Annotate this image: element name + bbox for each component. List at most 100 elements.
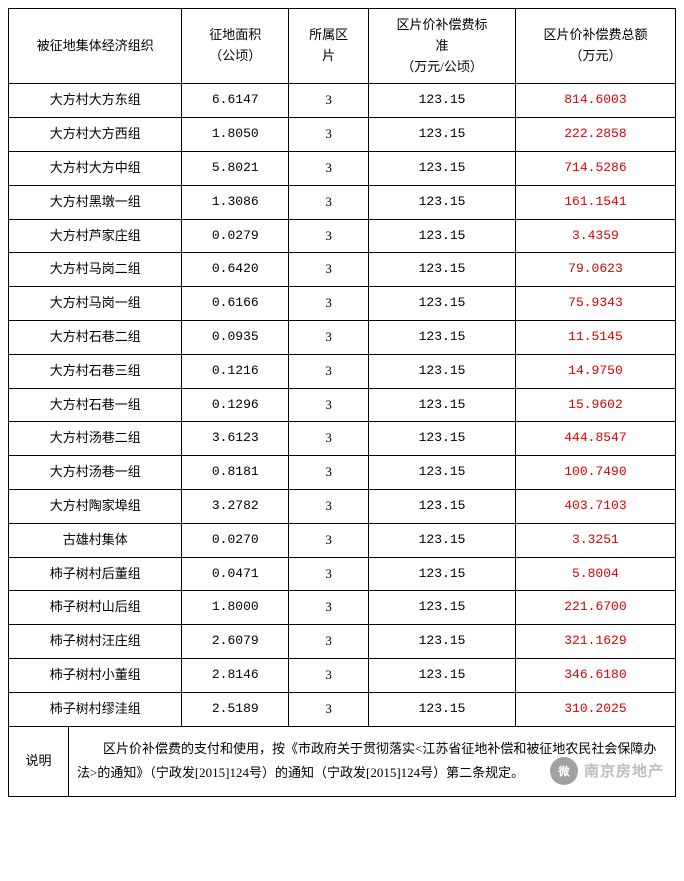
cell-total: 5.8004 <box>515 557 675 591</box>
header-zone: 所属区片 <box>289 9 369 84</box>
cell-zone: 3 <box>289 151 369 185</box>
cell-total: 346.6180 <box>515 658 675 692</box>
table-row: 大方村石巷一组0.12963123.1515.9602 <box>9 388 676 422</box>
cell-org: 柿子树村小董组 <box>9 658 182 692</box>
cell-area: 5.8021 <box>182 151 289 185</box>
cell-area: 2.6079 <box>182 625 289 659</box>
cell-rate: 123.15 <box>369 118 516 152</box>
cell-total: 79.0623 <box>515 253 675 287</box>
cell-area: 0.0471 <box>182 557 289 591</box>
table-row: 古雄村集体0.02703123.153.3251 <box>9 523 676 557</box>
table-row: 大方村大方中组5.80213123.15714.5286 <box>9 151 676 185</box>
cell-rate: 123.15 <box>369 84 516 118</box>
cell-total: 3.4359 <box>515 219 675 253</box>
cell-rate: 123.15 <box>369 354 516 388</box>
cell-area: 6.6147 <box>182 84 289 118</box>
cell-total: 814.6003 <box>515 84 675 118</box>
cell-rate: 123.15 <box>369 625 516 659</box>
cell-zone: 3 <box>289 591 369 625</box>
cell-zone: 3 <box>289 557 369 591</box>
table-row: 大方村芦家庄组0.02793123.153.4359 <box>9 219 676 253</box>
cell-total: 75.9343 <box>515 287 675 321</box>
table-row: 柿子树村后董组0.04713123.155.8004 <box>9 557 676 591</box>
cell-total: 15.9602 <box>515 388 675 422</box>
cell-area: 0.6166 <box>182 287 289 321</box>
cell-zone: 3 <box>289 422 369 456</box>
cell-area: 1.8050 <box>182 118 289 152</box>
header-total: 区片价补偿费总额（万元） <box>515 9 675 84</box>
cell-rate: 123.15 <box>369 219 516 253</box>
cell-org: 柿子树村汪庄组 <box>9 625 182 659</box>
table-row: 大方村大方西组1.80503123.15222.2858 <box>9 118 676 152</box>
cell-area: 0.6420 <box>182 253 289 287</box>
table-row: 柿子树村小董组2.81463123.15346.6180 <box>9 658 676 692</box>
cell-org: 大方村陶家埠组 <box>9 489 182 523</box>
cell-org: 大方村石巷三组 <box>9 354 182 388</box>
table-row: 大方村大方东组6.61473123.15814.6003 <box>9 84 676 118</box>
table-row: 大方村石巷二组0.09353123.1511.5145 <box>9 320 676 354</box>
cell-org: 大方村石巷二组 <box>9 320 182 354</box>
table-row: 柿子树村汪庄组2.60793123.15321.1629 <box>9 625 676 659</box>
cell-org: 大方村石巷一组 <box>9 388 182 422</box>
cell-total: 3.3251 <box>515 523 675 557</box>
cell-total: 444.8547 <box>515 422 675 456</box>
cell-area: 0.1296 <box>182 388 289 422</box>
cell-area: 1.3086 <box>182 185 289 219</box>
cell-area: 0.0279 <box>182 219 289 253</box>
table-row: 柿子树村缪洼组2.51893123.15310.2025 <box>9 692 676 726</box>
compensation-table: 被征地集体经济组织 征地面积（公顷） 所属区片 区片价补偿费标准（万元/公顷） … <box>8 8 676 727</box>
cell-rate: 123.15 <box>369 287 516 321</box>
cell-total: 310.2025 <box>515 692 675 726</box>
table-row: 大方村汤巷一组0.81813123.15100.7490 <box>9 456 676 490</box>
cell-rate: 123.15 <box>369 692 516 726</box>
cell-zone: 3 <box>289 658 369 692</box>
cell-rate: 123.15 <box>369 151 516 185</box>
cell-total: 100.7490 <box>515 456 675 490</box>
note-label: 说明 <box>9 727 69 797</box>
wechat-icon: 微 <box>550 757 578 785</box>
cell-zone: 3 <box>289 118 369 152</box>
table-row: 大方村石巷三组0.12163123.1514.9750 <box>9 354 676 388</box>
table-row: 大方村汤巷二组3.61233123.15444.8547 <box>9 422 676 456</box>
cell-org: 大方村芦家庄组 <box>9 219 182 253</box>
cell-total: 161.1541 <box>515 185 675 219</box>
table-row: 大方村陶家埠组3.27823123.15403.7103 <box>9 489 676 523</box>
cell-rate: 123.15 <box>369 456 516 490</box>
cell-total: 222.2858 <box>515 118 675 152</box>
header-area: 征地面积（公顷） <box>182 9 289 84</box>
table-header-row: 被征地集体经济组织 征地面积（公顷） 所属区片 区片价补偿费标准（万元/公顷） … <box>9 9 676 84</box>
cell-area: 2.8146 <box>182 658 289 692</box>
cell-total: 14.9750 <box>515 354 675 388</box>
cell-rate: 123.15 <box>369 185 516 219</box>
cell-area: 2.5189 <box>182 692 289 726</box>
cell-zone: 3 <box>289 692 369 726</box>
cell-rate: 123.15 <box>369 253 516 287</box>
cell-area: 0.8181 <box>182 456 289 490</box>
cell-rate: 123.15 <box>369 388 516 422</box>
header-org: 被征地集体经济组织 <box>9 9 182 84</box>
cell-zone: 3 <box>289 219 369 253</box>
cell-org: 大方村大方东组 <box>9 84 182 118</box>
cell-area: 0.0270 <box>182 523 289 557</box>
cell-zone: 3 <box>289 625 369 659</box>
cell-rate: 123.15 <box>369 557 516 591</box>
cell-rate: 123.15 <box>369 658 516 692</box>
cell-zone: 3 <box>289 388 369 422</box>
cell-zone: 3 <box>289 354 369 388</box>
cell-rate: 123.15 <box>369 422 516 456</box>
cell-area: 3.6123 <box>182 422 289 456</box>
cell-area: 0.1216 <box>182 354 289 388</box>
header-rate: 区片价补偿费标准（万元/公顷） <box>369 9 516 84</box>
cell-zone: 3 <box>289 253 369 287</box>
cell-org: 柿子树村缪洼组 <box>9 692 182 726</box>
cell-org: 大方村大方中组 <box>9 151 182 185</box>
cell-org: 大方村汤巷二组 <box>9 422 182 456</box>
cell-zone: 3 <box>289 456 369 490</box>
table-row: 大方村黑墩一组1.30863123.15161.1541 <box>9 185 676 219</box>
cell-org: 大方村汤巷一组 <box>9 456 182 490</box>
cell-org: 大方村马岗二组 <box>9 253 182 287</box>
cell-org: 大方村马岗一组 <box>9 287 182 321</box>
cell-rate: 123.15 <box>369 489 516 523</box>
cell-org: 柿子树村后董组 <box>9 557 182 591</box>
cell-org: 柿子树村山后组 <box>9 591 182 625</box>
